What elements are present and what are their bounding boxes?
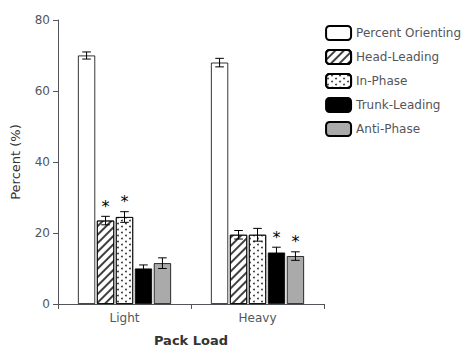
svg-text:80: 80 — [35, 13, 50, 27]
svg-text:Trunk-Leading: Trunk-Leading — [355, 98, 440, 112]
svg-text:20: 20 — [35, 226, 50, 240]
svg-text:*: * — [102, 197, 110, 216]
svg-text:Percent (%): Percent (%) — [8, 124, 23, 200]
svg-text:Percent Orienting: Percent Orienting — [356, 26, 461, 40]
svg-text:Light: Light — [110, 311, 140, 325]
svg-text:Pack Load: Pack Load — [154, 333, 228, 348]
svg-text:Heavy: Heavy — [239, 311, 277, 325]
svg-text:Anti-Phase: Anti-Phase — [356, 122, 420, 136]
svg-text:0: 0 — [42, 297, 50, 311]
svg-text:*: * — [272, 228, 280, 247]
svg-text:40: 40 — [35, 155, 50, 169]
svg-text:*: * — [121, 192, 129, 211]
svg-text:60: 60 — [35, 84, 50, 98]
svg-text:In-Phase: In-Phase — [356, 74, 407, 88]
svg-text:Head-Leading: Head-Leading — [356, 50, 439, 64]
svg-text:*: * — [291, 232, 299, 251]
